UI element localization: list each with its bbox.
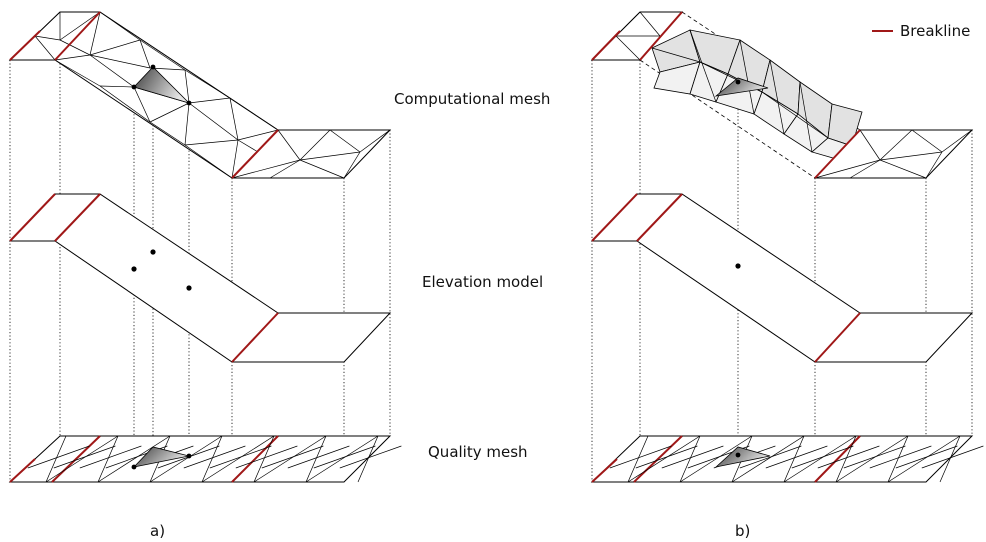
mesh-edge: [895, 445, 958, 469]
mesh-edge: [305, 435, 379, 483]
mesh-edge: [661, 445, 724, 469]
mesh-edge: [679, 435, 753, 483]
panel-a-computational-mesh: [8, 11, 392, 179]
mesh-edge: [201, 435, 275, 483]
mesh-edge: [635, 445, 698, 469]
mesh-edge: [253, 435, 275, 483]
panel-b-computational-mesh: [590, 11, 974, 179]
mesh-edge: [235, 445, 298, 469]
mesh-edge: [887, 435, 961, 483]
mesh-edge: [679, 435, 701, 483]
mesh-edge: [765, 445, 828, 469]
elevation-model-label: Elevation model: [422, 273, 543, 291]
mesh-edge: [149, 435, 223, 483]
mesh-edge: [869, 445, 932, 469]
panel-a-quality-mesh-edges: [27, 435, 402, 483]
mesh-edge: [79, 445, 142, 469]
mesh-edge: [921, 445, 984, 469]
mesh-edge: [835, 435, 909, 483]
mesh-edge: [287, 445, 350, 469]
mesh-edge: [183, 445, 246, 469]
mesh-edge: [887, 435, 909, 483]
mesh-edge: [53, 445, 116, 469]
mesh-edge: [97, 435, 119, 483]
mesh-edge: [27, 445, 90, 469]
mesh-edge: [939, 435, 961, 483]
mesh-edge: [305, 435, 327, 483]
legend: Breakline: [872, 22, 970, 40]
mesh-edge: [731, 435, 805, 483]
mesh-edge: [313, 445, 376, 469]
panel-b: b): [590, 11, 984, 540]
quality-mesh-label: Quality mesh: [428, 443, 528, 461]
mesh-edge: [739, 445, 802, 469]
mesh-edge: [627, 435, 701, 483]
mesh-edge: [791, 445, 854, 469]
mesh-edge: [253, 435, 327, 483]
mesh-edge: [627, 435, 649, 483]
breakline-legend-label: Breakline: [900, 22, 970, 40]
computational-mesh-label: Computational mesh: [394, 90, 550, 108]
mesh-edge: [209, 445, 272, 469]
mesh-edge: [609, 445, 672, 469]
panel-b-caption: b): [735, 522, 750, 540]
mesh-edge: [843, 445, 906, 469]
mesh-edge: [45, 435, 119, 483]
mesh-edge: [45, 435, 67, 483]
mesh-edge: [97, 435, 171, 483]
mesh-edge: [339, 445, 402, 469]
panel-b-elevation-model: [590, 193, 974, 363]
panel-a: a): [8, 11, 402, 540]
mesh-edge: [817, 445, 880, 469]
mesh-edge: [835, 435, 857, 483]
mesh-edge: [783, 435, 857, 483]
mesh-edge: [783, 435, 805, 483]
panel-a-guides: [9, 60, 391, 482]
panel-a-quality-mesh: [8, 435, 402, 483]
panel-a-elevation-model: [8, 193, 392, 363]
panel-a-caption: a): [150, 522, 165, 540]
mesh-edge: [201, 435, 223, 483]
mesh-edge: [357, 435, 379, 483]
panel-b-quality-mesh: [590, 435, 984, 483]
mesh-edge: [261, 445, 324, 469]
